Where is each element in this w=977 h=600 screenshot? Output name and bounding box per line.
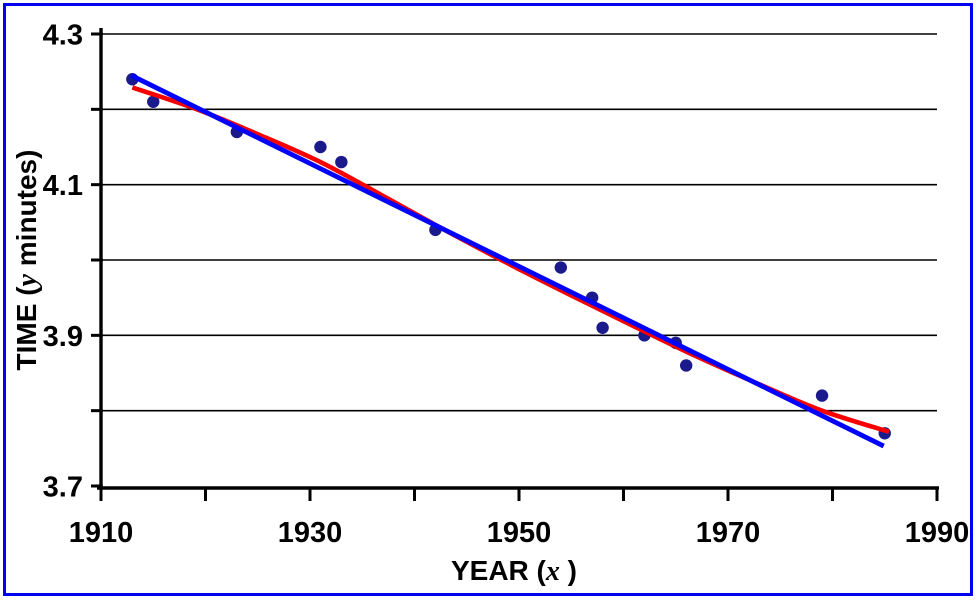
y-tick-label: 4.1 [43,170,83,202]
data-point [596,321,609,334]
x-axis-title: YEAR (x ) [451,555,577,587]
data-point [147,95,160,109]
data-point [815,389,829,402]
x-tick-label: 1970 [696,517,761,549]
data-point [680,359,693,372]
data-point [554,261,567,274]
y-tick-label: 3.9 [43,321,83,353]
x-tick-label: 1930 [278,517,343,549]
y-tick-label: 3.7 [43,472,83,504]
linear-fit-line [130,73,885,449]
y-tick-label: 4.3 [43,20,83,52]
x-tick-label: 1910 [69,517,134,549]
data-point [335,155,348,169]
x-tick-label: 1950 [487,517,552,549]
x-tick-label: 1990 [905,517,970,549]
data-point [314,140,327,154]
y-axis-title: TIME (y minutes) [11,150,43,371]
page-border-frame [3,3,973,596]
